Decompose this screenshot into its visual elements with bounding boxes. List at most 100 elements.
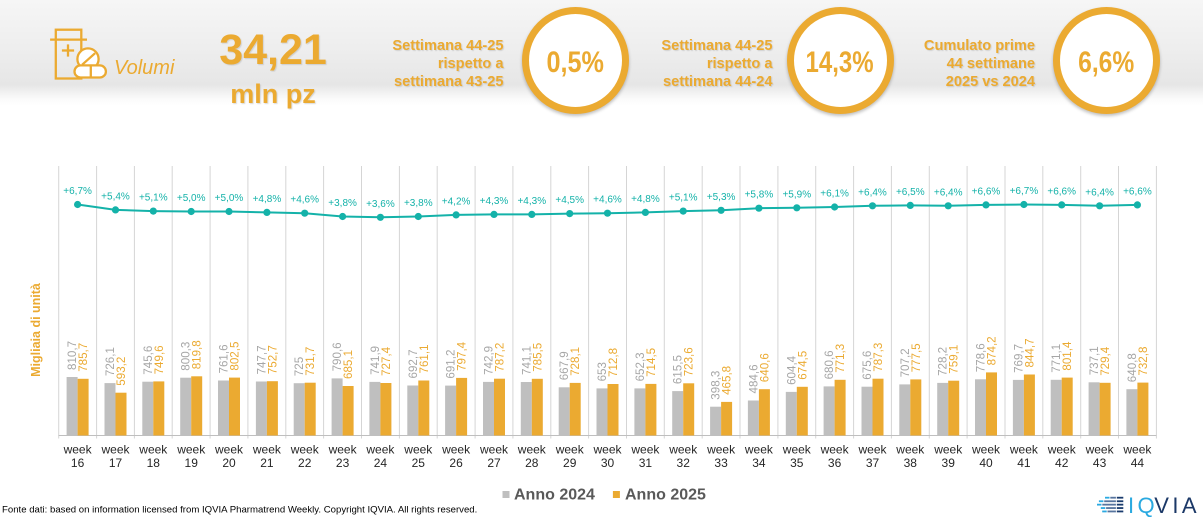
svg-text:640,6: 640,6 xyxy=(758,353,771,382)
svg-text:593,2: 593,2 xyxy=(115,357,128,386)
svg-text:707,2: 707,2 xyxy=(899,348,912,377)
svg-text:787,2: 787,2 xyxy=(494,343,507,372)
svg-text:+6,4%: +6,4% xyxy=(858,187,887,198)
svg-text:+6,4%: +6,4% xyxy=(934,187,963,198)
svg-text:728,1: 728,1 xyxy=(569,347,582,376)
svg-text:+6,6%: +6,6% xyxy=(1047,186,1076,197)
svg-text:874,2: 874,2 xyxy=(986,336,999,365)
svg-text:16: 16 xyxy=(71,456,85,470)
svg-text:week: week xyxy=(479,443,509,457)
svg-text:+4,6%: +4,6% xyxy=(593,195,622,206)
svg-text:+3,6%: +3,6% xyxy=(366,199,395,210)
svg-text:39: 39 xyxy=(942,456,956,470)
svg-text:+6,5%: +6,5% xyxy=(896,187,925,198)
svg-text:week: week xyxy=(365,443,395,457)
svg-text:844,7: 844,7 xyxy=(1023,338,1036,367)
svg-text:week: week xyxy=(820,443,850,457)
svg-text:604,4: 604,4 xyxy=(785,355,798,385)
svg-text:759,1: 759,1 xyxy=(948,345,961,374)
svg-text:week: week xyxy=(176,443,206,457)
svg-text:+4,3%: +4,3% xyxy=(517,196,546,207)
svg-text:week: week xyxy=(668,443,698,457)
svg-text:week: week xyxy=(895,443,925,457)
svg-text:24: 24 xyxy=(374,456,388,470)
svg-text:+4,5%: +4,5% xyxy=(555,195,584,206)
svg-text:37: 37 xyxy=(866,456,880,470)
svg-text:week: week xyxy=(706,443,736,457)
svg-text:+4,6%: +4,6% xyxy=(290,195,319,206)
svg-text:27: 27 xyxy=(487,456,501,470)
svg-text:+5,9%: +5,9% xyxy=(782,189,811,200)
svg-text:+6,6%: +6,6% xyxy=(1123,186,1152,197)
svg-text:714,5: 714,5 xyxy=(645,348,658,377)
svg-text:615,5: 615,5 xyxy=(672,355,685,384)
svg-text:+3,8%: +3,8% xyxy=(404,198,433,209)
svg-text:797,4: 797,4 xyxy=(456,341,469,371)
svg-text:+5,1%: +5,1% xyxy=(669,193,698,204)
svg-text:+5,0%: +5,0% xyxy=(215,193,244,204)
svg-text:777,5: 777,5 xyxy=(910,343,923,372)
svg-text:771,3: 771,3 xyxy=(834,344,847,373)
svg-text:week: week xyxy=(630,443,660,457)
svg-text:26: 26 xyxy=(449,456,463,470)
svg-text:20: 20 xyxy=(222,456,236,470)
svg-text:17: 17 xyxy=(109,456,123,470)
svg-text:725: 725 xyxy=(293,357,306,376)
svg-text:28: 28 xyxy=(525,456,539,470)
svg-text:week: week xyxy=(1047,443,1077,457)
svg-text:week: week xyxy=(857,443,887,457)
svg-text:34: 34 xyxy=(752,456,766,470)
svg-text:Fonte dati: based on informati: Fonte dati: based on information license… xyxy=(2,505,477,516)
svg-text:week: week xyxy=(138,443,168,457)
svg-text:42: 42 xyxy=(1055,456,1069,470)
svg-text:+4,8%: +4,8% xyxy=(253,194,282,205)
svg-text:+5,3%: +5,3% xyxy=(707,192,736,203)
svg-text:25: 25 xyxy=(412,456,426,470)
svg-text:week: week xyxy=(971,443,1001,457)
svg-text:+6,7%: +6,7% xyxy=(1010,186,1039,197)
svg-text:week: week xyxy=(100,443,130,457)
svg-text:23: 23 xyxy=(336,456,350,470)
svg-text:week: week xyxy=(328,443,358,457)
svg-text:761,1: 761,1 xyxy=(418,344,431,373)
svg-text:685,1: 685,1 xyxy=(342,350,355,379)
svg-text:week: week xyxy=(290,443,320,457)
svg-text:week: week xyxy=(517,443,547,457)
svg-text:44: 44 xyxy=(1131,456,1145,470)
svg-text:691,2: 691,2 xyxy=(445,350,458,379)
svg-text:484,6: 484,6 xyxy=(747,364,760,393)
svg-text:790,6: 790,6 xyxy=(331,342,344,371)
svg-text:737,1: 737,1 xyxy=(1088,346,1101,375)
svg-text:+4,8%: +4,8% xyxy=(631,194,660,205)
svg-text:728,2: 728,2 xyxy=(937,347,950,376)
svg-text:36: 36 xyxy=(828,456,842,470)
svg-text:Anno 2024: Anno 2024 xyxy=(514,487,595,504)
svg-text:741,1: 741,1 xyxy=(520,346,533,375)
svg-text:+3,8%: +3,8% xyxy=(328,198,357,209)
svg-text:week: week xyxy=(933,443,963,457)
svg-text:771,1: 771,1 xyxy=(1050,344,1063,373)
svg-text:741,9: 741,9 xyxy=(369,346,382,375)
svg-text:726,1: 726,1 xyxy=(104,347,117,376)
svg-text:742,9: 742,9 xyxy=(483,346,496,375)
svg-text:week: week xyxy=(214,443,244,457)
svg-text:+4,2%: +4,2% xyxy=(442,196,471,207)
svg-text:652,3: 652,3 xyxy=(634,352,647,381)
svg-text:40: 40 xyxy=(979,456,993,470)
svg-text:21: 21 xyxy=(260,456,274,470)
svg-text:18: 18 xyxy=(147,456,161,470)
svg-text:41: 41 xyxy=(1017,456,1031,470)
svg-text:+6,6%: +6,6% xyxy=(972,186,1001,197)
svg-text:35: 35 xyxy=(790,456,804,470)
svg-text:+5,8%: +5,8% xyxy=(745,190,774,201)
svg-text:week: week xyxy=(63,443,93,457)
svg-text:778,6: 778,6 xyxy=(975,343,988,372)
svg-text:745,6: 745,6 xyxy=(142,346,155,375)
svg-text:787,3: 787,3 xyxy=(872,343,885,372)
svg-text:729,4: 729,4 xyxy=(1099,346,1112,376)
svg-text:week: week xyxy=(744,443,774,457)
svg-text:723,6: 723,6 xyxy=(683,347,696,376)
svg-text:29: 29 xyxy=(563,456,577,470)
svg-text:38: 38 xyxy=(904,456,918,470)
svg-text:640,8: 640,8 xyxy=(1126,353,1139,382)
